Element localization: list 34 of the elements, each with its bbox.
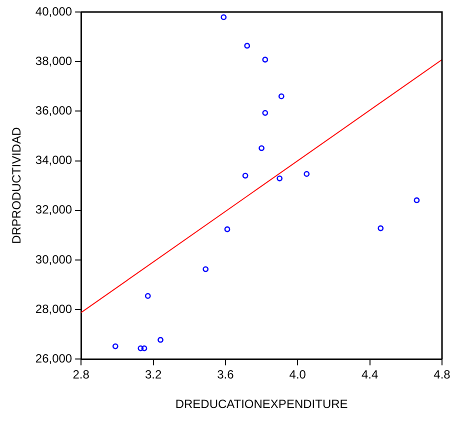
x-tick-label: 4.8 — [434, 368, 451, 382]
point — [141, 345, 148, 352]
point — [262, 56, 268, 63]
point — [220, 14, 227, 20]
point — [144, 293, 151, 299]
point — [202, 266, 209, 272]
y-tick-label: 28,000 — [35, 302, 72, 316]
point — [414, 197, 420, 204]
y-tick-label: 40,000 — [35, 4, 72, 18]
x-tick-label: 2.8 — [72, 368, 90, 382]
point — [278, 93, 284, 100]
point — [224, 226, 230, 232]
y-tick-label: 36,000 — [35, 104, 72, 118]
x-tick-label: 4.4 — [361, 368, 378, 382]
point — [244, 42, 250, 49]
point — [258, 145, 264, 152]
point — [262, 110, 268, 116]
x-tick-label: 3.2 — [144, 368, 162, 382]
y-tick-label: 32,000 — [35, 202, 72, 217]
point — [378, 225, 384, 232]
point — [304, 170, 310, 177]
y-tick-label: 30,000 — [35, 252, 72, 266]
point — [276, 175, 283, 182]
x-axis-title: DREDUCATIONEXPENDITURE — [175, 397, 348, 412]
y-axis-title: DRPRODUCTIVIDAD — [10, 126, 24, 244]
y-tick-label: 34,000 — [35, 153, 72, 168]
point — [242, 172, 248, 179]
x-tick-label: 4.0 — [289, 368, 306, 382]
x-tick-label: 3.6 — [217, 368, 234, 382]
point — [158, 336, 164, 343]
y-tick-label: 26,000 — [35, 352, 72, 366]
point — [112, 343, 118, 350]
y-tick-label: 38,000 — [35, 54, 72, 68]
point — [138, 345, 144, 352]
